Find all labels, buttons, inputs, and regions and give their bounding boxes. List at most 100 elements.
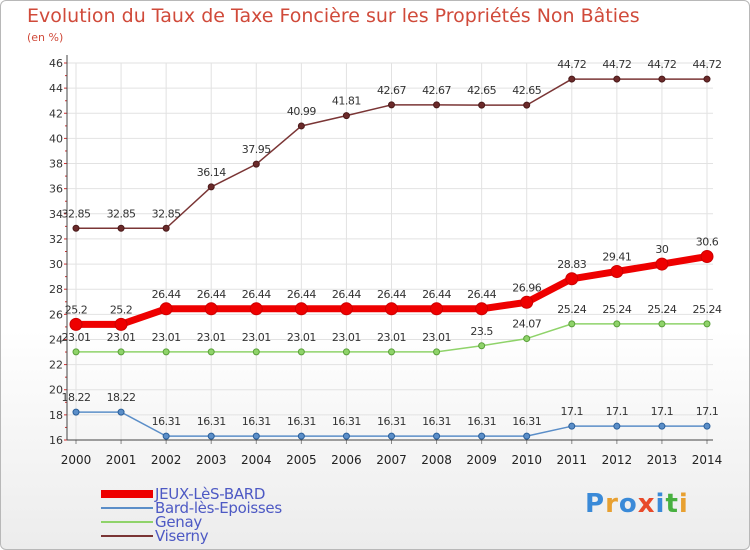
data-point (297, 348, 305, 356)
data-label: 25.24 (647, 303, 676, 316)
y-tick-label: 40 (49, 132, 63, 145)
data-point (162, 432, 170, 440)
data-label: 23.01 (287, 331, 316, 344)
data-label: 26.44 (377, 288, 406, 301)
data-label: 23.01 (197, 331, 226, 344)
data-label: 26.44 (197, 288, 226, 301)
y-tick-label: 44 (49, 82, 63, 95)
data-label: 42.65 (467, 84, 496, 97)
data-point (430, 302, 444, 316)
legend-label: Genay (155, 513, 202, 531)
data-label: 26.44 (422, 288, 451, 301)
data-label: 25.2 (65, 303, 88, 316)
x-tick-label: 2011 (557, 453, 588, 467)
data-label: 32.85 (152, 207, 181, 220)
y-tick-label: 38 (49, 158, 63, 171)
data-label: 16.31 (512, 415, 541, 428)
data-point (342, 112, 350, 120)
line-chart: 16 18 20 22 24 26 28 30 32 34 36 38 40 42 44 46 2000 2001… (49, 55, 722, 467)
data-point (72, 408, 80, 416)
logo-letter: i (678, 489, 689, 519)
data-point (703, 320, 711, 328)
data-point (297, 432, 305, 440)
data-point (568, 320, 576, 328)
x-tick-label: 2000 (61, 453, 92, 467)
legend-swatch (101, 507, 153, 509)
y-tick-label: 20 (49, 384, 63, 397)
y-tick-label: 32 (49, 233, 63, 246)
data-point (339, 302, 353, 316)
data-label: 32.85 (62, 207, 91, 220)
y-tick-label: 18 (49, 409, 63, 422)
data-label: 24.07 (512, 318, 541, 331)
x-tick-label: 2002 (151, 453, 182, 467)
data-label: 25.24 (557, 303, 586, 316)
legend-swatch (101, 535, 153, 537)
data-point (297, 122, 305, 130)
x-tick-label: 2009 (466, 453, 497, 467)
data-label: 25.24 (693, 303, 722, 316)
logo-letter: x (637, 489, 656, 519)
data-point (703, 75, 711, 83)
data-point (658, 75, 666, 83)
x-tick-label: 2007 (376, 453, 407, 467)
data-label: 44.72 (602, 58, 631, 71)
data-label: 17.1 (561, 405, 584, 418)
data-label: 18.22 (107, 391, 136, 404)
data-label: 44.72 (557, 58, 586, 71)
logo-letter: r (605, 489, 619, 519)
data-label: 42.67 (377, 84, 406, 97)
logo-letter: P (585, 489, 606, 519)
data-label: 44.72 (693, 58, 722, 71)
data-label: 30.6 (696, 236, 719, 249)
data-point (207, 183, 215, 191)
proxiti-logo: Proxiti (585, 489, 689, 519)
chart-unit: (en %) (27, 31, 64, 44)
data-point (294, 302, 308, 316)
data-point (249, 302, 263, 316)
data-point (207, 348, 215, 356)
data-point (523, 335, 531, 343)
data-point (475, 302, 489, 316)
data-label: 42.67 (422, 84, 451, 97)
data-label: 25.2 (110, 303, 133, 316)
data-point (162, 348, 170, 356)
data-point (385, 302, 398, 316)
data-label: 16.31 (332, 415, 361, 428)
data-point (478, 342, 486, 350)
data-label: 16.31 (422, 415, 451, 428)
data-label: 16.31 (377, 415, 406, 428)
data-label: 23.01 (422, 331, 451, 344)
data-point (162, 224, 170, 232)
data-point (388, 348, 395, 356)
data-label: 41.81 (332, 95, 361, 108)
data-point (207, 432, 215, 440)
x-tick-label: 2012 (602, 453, 633, 467)
data-label: 26.96 (512, 281, 541, 294)
data-label: 26.44 (152, 288, 181, 301)
y-tick-label: 26 (49, 308, 63, 321)
data-label: 16.31 (242, 415, 271, 428)
data-point (523, 432, 531, 440)
data-point (568, 75, 576, 83)
data-point (72, 348, 80, 356)
data-label: 37.95 (242, 143, 271, 156)
data-point (342, 348, 350, 356)
data-label: 26.44 (242, 288, 271, 301)
data-label: 26.44 (287, 288, 316, 301)
y-tick-label: 30 (49, 258, 63, 271)
legend-swatch (101, 490, 153, 498)
data-point (204, 302, 218, 316)
data-point (252, 160, 260, 168)
data-label: 16.31 (152, 415, 181, 428)
logo-letter: i (655, 489, 666, 519)
data-label: 23.01 (377, 331, 406, 344)
data-label: 32.85 (107, 207, 136, 220)
x-tick-label: 2013 (647, 453, 678, 467)
data-point (523, 101, 531, 109)
data-label: 23.01 (107, 331, 136, 344)
data-label: 29.41 (602, 250, 631, 263)
data-point (117, 348, 125, 356)
legend-swatch (101, 521, 153, 523)
data-point (658, 320, 666, 328)
